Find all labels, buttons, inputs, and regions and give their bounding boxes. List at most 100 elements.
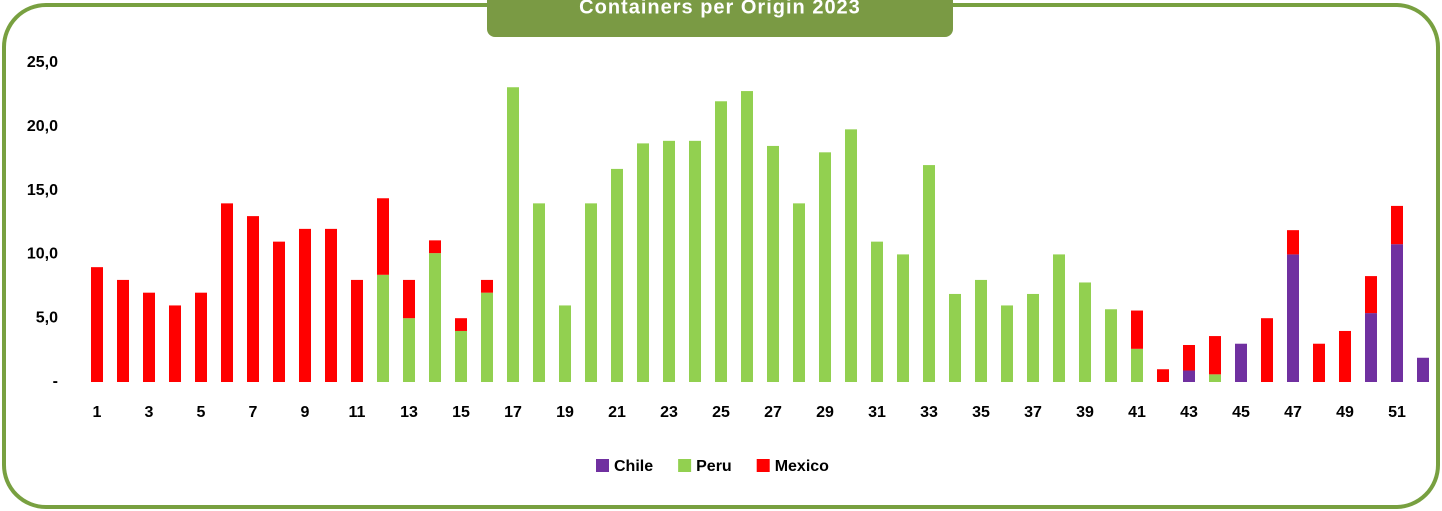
bar — [481, 279, 493, 293]
bar — [1287, 254, 1299, 382]
bar — [325, 228, 337, 382]
bar — [1053, 254, 1065, 382]
bar — [819, 152, 831, 382]
y-tick-label: 20,0 — [27, 118, 58, 135]
bar — [975, 279, 987, 382]
x-tick-label: 45 — [1232, 404, 1250, 421]
bar — [403, 279, 415, 319]
x-tick-label: 31 — [868, 404, 886, 421]
bar — [585, 203, 597, 382]
bar — [559, 305, 571, 382]
bar — [741, 91, 753, 383]
y-tick-label: 10,0 — [27, 246, 58, 263]
legend-label: Chile — [614, 458, 653, 475]
x-tick-label: 1 — [93, 404, 102, 421]
x-tick-label: 21 — [608, 404, 626, 421]
x-tick-label: 27 — [764, 404, 782, 421]
bar — [481, 292, 493, 382]
bar — [1001, 305, 1013, 382]
legend-swatch — [678, 459, 692, 472]
legend-label: Mexico — [775, 458, 829, 475]
bar — [1105, 309, 1117, 382]
x-tick-label: 5 — [197, 404, 206, 421]
bar — [1339, 330, 1351, 382]
legend-label: Peru — [696, 458, 732, 475]
bar — [377, 274, 389, 382]
bar — [1131, 310, 1143, 349]
bar — [273, 241, 285, 382]
bar — [871, 241, 883, 382]
bar — [949, 293, 961, 382]
x-tick-label: 51 — [1388, 404, 1406, 421]
bar — [637, 143, 649, 382]
x-tick-label: 37 — [1024, 404, 1042, 421]
bar — [507, 87, 519, 382]
bar — [1313, 343, 1325, 382]
bar — [897, 254, 909, 382]
bar — [299, 228, 311, 382]
bar — [221, 203, 233, 382]
x-tick-label: 17 — [504, 404, 522, 421]
bar — [1261, 318, 1273, 382]
x-tick-label: 25 — [712, 404, 730, 421]
bar — [923, 165, 935, 382]
bar — [455, 330, 467, 382]
bar — [1365, 276, 1377, 314]
x-tick-label: 19 — [556, 404, 574, 421]
x-tick-label: 9 — [301, 404, 310, 421]
bar — [403, 318, 415, 382]
title-badge — [487, 0, 953, 37]
x-tick-label: 23 — [660, 404, 678, 421]
bar — [533, 203, 545, 382]
x-tick-label: 35 — [972, 404, 990, 421]
x-tick-label: 3 — [145, 404, 154, 421]
y-tick-label: 25,0 — [27, 54, 58, 71]
bar — [1209, 336, 1221, 375]
bar — [663, 140, 675, 382]
bar — [429, 253, 441, 382]
bar — [1235, 343, 1247, 382]
bar — [1417, 357, 1429, 382]
bar — [1365, 313, 1377, 382]
x-tick-label: 41 — [1128, 404, 1146, 421]
bar — [455, 318, 467, 331]
bar — [1027, 293, 1039, 382]
legend-swatch — [756, 459, 770, 472]
bar — [429, 240, 441, 254]
bar — [351, 279, 363, 382]
bar — [845, 129, 857, 382]
x-tick-label: 39 — [1076, 404, 1094, 421]
bar — [1183, 344, 1195, 371]
chart-title: Containers per Origin 2023 — [579, 0, 861, 18]
bar — [1391, 244, 1403, 382]
y-tick-label: 15,0 — [27, 182, 58, 199]
bar — [611, 168, 623, 382]
bar — [195, 292, 207, 382]
x-tick-label: 33 — [920, 404, 938, 421]
bar — [169, 305, 181, 382]
bar — [793, 203, 805, 382]
bar — [1391, 205, 1403, 245]
bar — [1209, 374, 1221, 382]
x-tick-label: 49 — [1336, 404, 1354, 421]
bar — [1131, 348, 1143, 382]
bar — [143, 292, 155, 382]
bar — [1157, 369, 1169, 382]
x-tick-label: 29 — [816, 404, 834, 421]
x-tick-label: 43 — [1180, 404, 1198, 421]
x-tick-label: 13 — [400, 404, 418, 421]
x-tick-label: 15 — [452, 404, 470, 421]
bar — [1079, 282, 1091, 382]
y-tick-label: 5,0 — [36, 309, 58, 326]
legend-swatch — [596, 459, 609, 472]
bar — [715, 101, 727, 382]
bar — [117, 279, 129, 382]
y-tick-label: - — [53, 373, 58, 390]
bar — [247, 216, 259, 382]
bar — [377, 198, 389, 275]
bar — [91, 267, 103, 382]
x-tick-label: 11 — [349, 404, 366, 421]
bar — [767, 145, 779, 382]
bar — [689, 140, 701, 382]
